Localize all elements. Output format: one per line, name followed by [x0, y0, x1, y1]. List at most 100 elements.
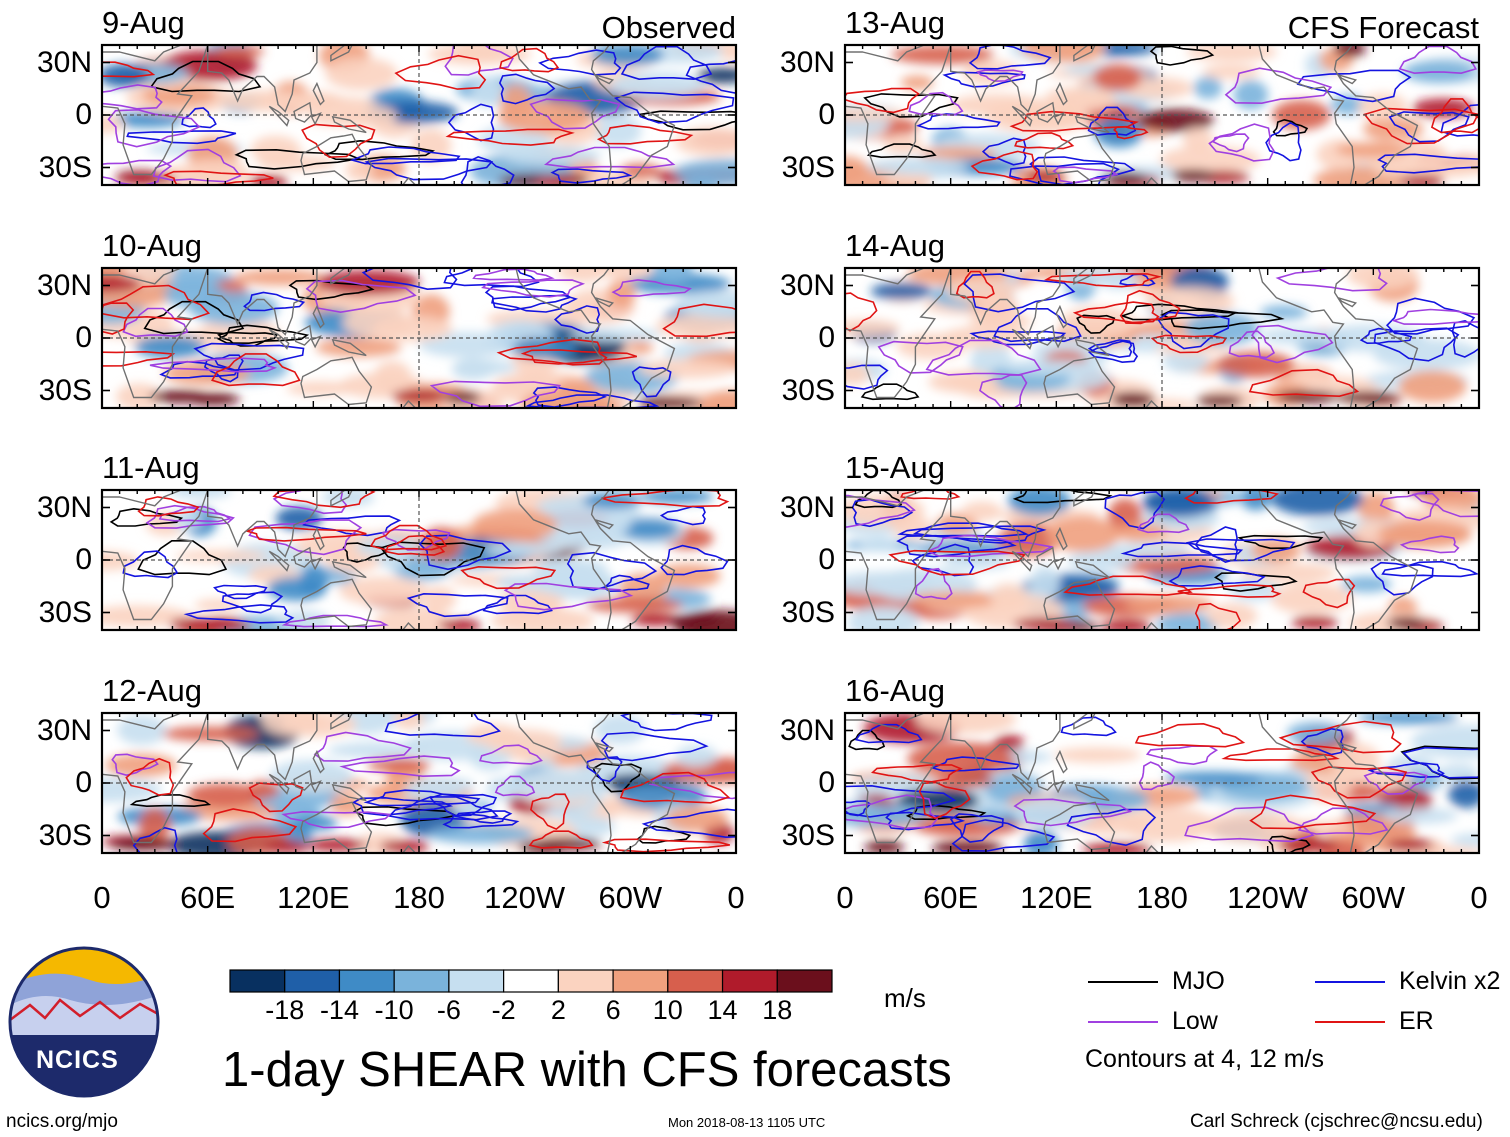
shear-jet-cell: [1081, 842, 1152, 853]
shear-anomaly-cell: [1357, 713, 1459, 725]
contour-low: [1297, 807, 1389, 835]
shear-jet-cell: [1013, 617, 1077, 630]
x-tick-label: 180: [1136, 880, 1188, 915]
y-tick-label: 30N: [779, 268, 835, 302]
x-tick-label: 0: [727, 880, 745, 915]
shear-anomaly-cell: [286, 381, 355, 396]
coastline: [312, 304, 325, 329]
shear-anomaly-cell: [499, 586, 559, 616]
shear-anomaly-cell: [471, 77, 504, 108]
coastline: [1258, 490, 1419, 630]
y-tick-label: 0: [75, 98, 92, 131]
shear-anomaly-cell: [699, 390, 736, 408]
contour-low: [908, 91, 964, 117]
contour-er: [125, 757, 175, 796]
coastline: [401, 621, 417, 630]
coastline: [312, 526, 325, 551]
shear-anomaly-cell: [910, 591, 1000, 609]
coastline: [515, 268, 676, 408]
contour-kelvin-x2: [1300, 727, 1344, 756]
contour-kelvin-x2: [498, 73, 556, 105]
contour-er: [596, 124, 694, 145]
logo-trace: [10, 998, 158, 1021]
coastline: [293, 324, 313, 346]
coastline: [845, 713, 952, 844]
shear-anomaly-cell: [1382, 807, 1458, 824]
contour-low: [1228, 330, 1276, 359]
colorbar-swatch: [667, 969, 724, 993]
timestamp-footer: Mon 2018-08-13 1105 UTC: [668, 1115, 826, 1130]
contour-er: [1430, 98, 1479, 134]
coastline: [401, 176, 417, 185]
colorbar-swatch: [503, 969, 559, 993]
coastlines: [845, 490, 1419, 630]
units-label: m/s: [884, 983, 926, 1013]
logo-text: NCICS: [36, 1046, 119, 1074]
shear-anomaly-cell: [393, 713, 425, 730]
panel-date-label: 16-Aug: [845, 673, 945, 708]
shear-jet-cell: [264, 840, 311, 853]
contour-er: [1150, 334, 1228, 354]
shear-anomaly-cell: [989, 583, 1028, 611]
coastline: [102, 490, 209, 621]
coastline: [594, 519, 615, 530]
shear-anomaly-cell: [102, 605, 191, 627]
contour-er: [955, 270, 995, 299]
contour-er: [369, 524, 448, 551]
shear-anomaly-cell: [592, 114, 642, 147]
coastline: [1036, 546, 1056, 568]
shear-anomaly-cell: [870, 282, 933, 300]
shear-anomaly-cell: [1240, 563, 1337, 583]
wave-contours: [845, 45, 1479, 185]
contour-mjo: [1214, 571, 1298, 592]
shear-anomaly-cell: [626, 273, 731, 295]
logo-ring: [8, 946, 160, 1098]
shear-anomaly-cell: [1200, 811, 1304, 843]
shear-anomaly-cell: [675, 744, 718, 768]
shear-anomaly-cell: [1357, 491, 1395, 525]
x-tick-label: 60E: [180, 880, 236, 915]
contour-kelvin-x2: [532, 386, 607, 408]
contour-mjo: [1268, 835, 1311, 853]
contour-low: [1391, 308, 1479, 326]
contour-kelvin-x2: [916, 113, 1001, 130]
contour-low: [648, 771, 736, 800]
coastline: [1036, 101, 1056, 123]
coastline: [950, 713, 1061, 781]
contour-low: [102, 159, 173, 185]
y-tick-label: 0: [75, 321, 92, 354]
shear-anomaly-cell: [1260, 327, 1334, 345]
shear-jet-cell: [667, 614, 721, 627]
colorbar-tick-label: -18: [265, 995, 305, 1025]
contour-kelvin-x2: [1008, 162, 1120, 185]
coastlines: [845, 713, 1419, 853]
shear-anomaly-cell: [1044, 87, 1111, 107]
y-tick-label: 0: [818, 321, 835, 354]
coastline: [1074, 115, 1110, 134]
contour-kelvin-x2: [1402, 746, 1479, 779]
contour-kelvin-x2: [442, 813, 520, 829]
shear-anomaly-cell: [919, 146, 998, 162]
shear-anomaly-cell: [338, 576, 429, 606]
shear-anomaly-cell: [169, 490, 232, 499]
shear-anomaly-cell: [916, 713, 1017, 734]
panel-date-label: 14-Aug: [845, 228, 945, 263]
contour-mjo: [860, 383, 920, 401]
shear-anomaly-cell: [1182, 127, 1214, 152]
contour-er: [970, 150, 1039, 181]
y-tick-label: 30N: [779, 713, 835, 747]
shear-anomaly-cell: [1270, 490, 1364, 517]
contour-er: [385, 534, 446, 556]
url-footer[interactable]: ncics.org/mjo: [6, 1111, 118, 1132]
shear-jet-cell: [109, 838, 177, 851]
coastline: [1144, 399, 1160, 408]
x-tick-label: 0: [1470, 880, 1488, 915]
contour-low: [1052, 166, 1119, 184]
shear-anomaly-cell: [590, 45, 665, 66]
legend-label: MJO: [1172, 967, 1225, 995]
contour-low: [248, 519, 363, 556]
shear-anomaly-cell: [325, 57, 398, 91]
coastline: [515, 490, 676, 630]
contour-kelvin-x2: [1381, 560, 1479, 578]
contour-kelvin-x2: [447, 103, 495, 142]
